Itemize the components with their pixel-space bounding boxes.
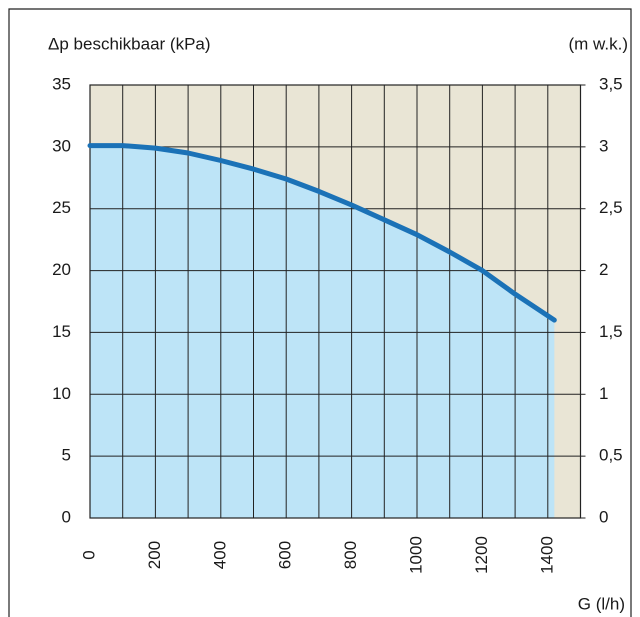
y-tick-label: 35	[52, 74, 71, 93]
x-tick-label: 400	[210, 541, 229, 569]
y2-tick-label: 1,5	[599, 322, 623, 341]
y2-tick-label: 3	[599, 136, 608, 155]
chart-title: Δp beschikbaar (kPa)	[48, 34, 211, 53]
y2-tick-label: 2	[599, 260, 608, 279]
y2-tick-label: 3,5	[599, 74, 623, 93]
x-tick-label: 600	[276, 541, 295, 569]
x-tick-label: 1000	[406, 536, 425, 574]
plot-border	[89, 84, 582, 519]
y-tick-label: 10	[52, 384, 71, 403]
x-tick-label: 200	[145, 541, 164, 569]
y2-tick-label: 0	[599, 507, 608, 526]
y2-tick-label: 2,5	[599, 198, 623, 217]
x-tick-label: 1200	[472, 536, 491, 574]
x-axis-label: G (l/h)	[578, 594, 625, 613]
y2-tick-label: 0,5	[599, 446, 623, 465]
frame	[8, 8, 632, 617]
y2-tick-label: 1	[599, 384, 608, 403]
x-tick-label: 800	[341, 541, 360, 569]
area-fill	[90, 145, 555, 518]
y-tick-label: 5	[62, 446, 71, 465]
y-tick-label: 30	[52, 136, 71, 155]
y-tick-label: 15	[52, 322, 71, 341]
y2-axis-label: (m w.k.)	[569, 34, 629, 53]
line	[87, 143, 557, 323]
y-tick-label: 20	[52, 260, 71, 279]
x-tick-label: 1400	[537, 536, 556, 574]
y-tick-label: 0	[62, 507, 71, 526]
x-tick-label: 0	[79, 550, 98, 559]
y-tick-label: 25	[52, 198, 71, 217]
